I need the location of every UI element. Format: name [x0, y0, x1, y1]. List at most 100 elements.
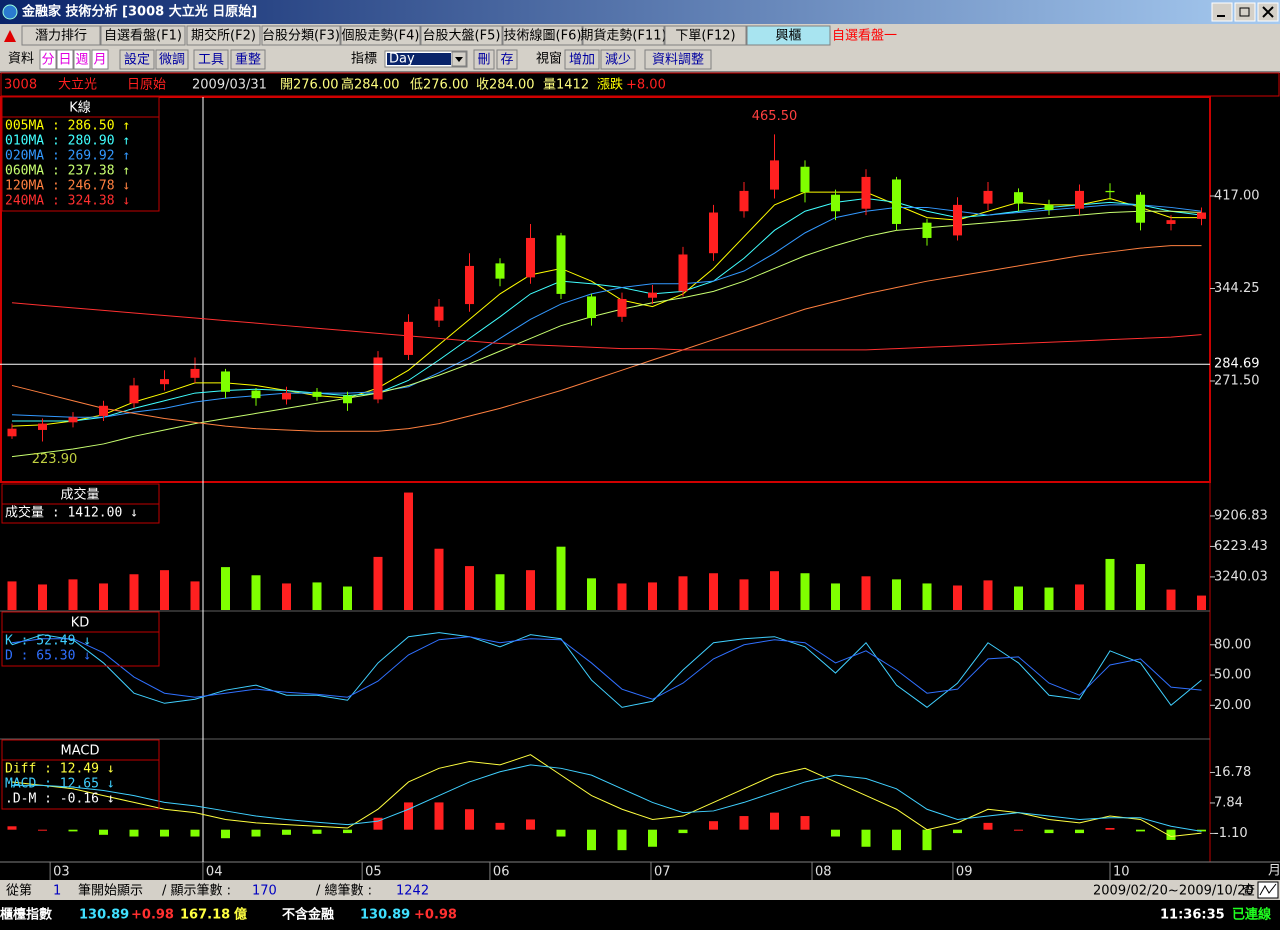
candle-body	[800, 166, 810, 193]
indicator-button[interactable]: 存	[500, 53, 513, 68]
quote-code: 3008	[4, 78, 37, 93]
restore-button[interactable]	[1234, 2, 1256, 22]
tool-button[interactable]: 重整	[235, 52, 261, 68]
legend-entry: MACD : 12.65 ↓	[5, 777, 115, 792]
tool-button[interactable]: 工具	[198, 53, 224, 68]
tab[interactable]: 技術線圖(F6)	[504, 28, 582, 44]
window-buttons[interactable]	[1211, 2, 1279, 22]
button[interactable]	[746, 25, 831, 46]
histogram-bar	[434, 802, 444, 830]
volume-bar	[129, 574, 139, 610]
volume-bar	[953, 585, 962, 610]
y-tick-label: 3240.03	[1214, 569, 1268, 584]
candle-body	[373, 357, 383, 400]
legend-entry: K : 52.49 ↓	[5, 634, 91, 649]
button[interactable]	[186, 25, 261, 46]
candle-body	[312, 391, 322, 397]
window-button[interactable]: 減少	[605, 52, 631, 68]
candle-body	[1197, 212, 1206, 219]
button[interactable]	[582, 25, 665, 46]
button[interactable]	[193, 49, 229, 70]
indicator-button[interactable]: 刪	[477, 53, 490, 68]
y-tick-label: 417.00	[1214, 188, 1260, 203]
status-query: 查	[1242, 884, 1255, 899]
histogram-bar	[709, 821, 718, 830]
tool-button[interactable]: 設定	[124, 52, 150, 68]
period-button[interactable]: 分	[41, 53, 54, 68]
adjust-button[interactable]: 資料調整	[652, 53, 704, 68]
candle-body	[1014, 192, 1023, 204]
ticker-connection: 已連線	[1232, 907, 1272, 923]
chart-icon[interactable]	[1257, 881, 1279, 899]
tab[interactable]: 自選看盤(F1)	[104, 28, 182, 44]
button[interactable]	[100, 25, 186, 46]
period-button[interactable]: 日	[58, 53, 71, 68]
ma-line	[11, 245, 1202, 432]
candle-body	[1044, 204, 1054, 210]
ticker-index: 130.89	[79, 908, 129, 923]
period-button[interactable]: 週	[75, 53, 88, 68]
button[interactable]	[340, 25, 421, 46]
button[interactable]	[420, 25, 503, 46]
histogram-bar	[587, 829, 596, 851]
candle-body	[526, 237, 535, 278]
tab[interactable]: 下單(F12)	[675, 29, 735, 44]
minimize-button[interactable]	[1211, 2, 1233, 22]
tab-extra[interactable]: 自選看盤一	[832, 28, 897, 44]
volume-bar	[739, 579, 749, 610]
volume-bar	[1075, 584, 1084, 610]
button[interactable]	[644, 49, 712, 70]
histogram-bar	[953, 829, 962, 834]
crosshair-label: 284.69	[1214, 357, 1260, 372]
button[interactable]	[119, 49, 155, 70]
volume-bar	[587, 578, 596, 610]
ma-line	[12, 198, 1202, 422]
button[interactable]	[473, 49, 495, 70]
button[interactable]	[502, 25, 583, 46]
histogram-bar	[1197, 829, 1206, 832]
button[interactable]	[261, 25, 341, 46]
status-shown: 170	[252, 884, 277, 899]
button[interactable]	[73, 49, 91, 70]
button[interactable]	[664, 25, 747, 46]
tab[interactable]: 個股走勢(F4)	[342, 29, 420, 44]
histogram-bar	[1136, 829, 1145, 832]
volume-bar	[251, 575, 261, 610]
tab[interactable]: 期交所(F2)	[191, 28, 256, 44]
button[interactable]	[230, 49, 266, 70]
button[interactable]	[564, 49, 600, 70]
tab[interactable]: 興櫃	[775, 29, 801, 44]
status-total: 1242	[396, 884, 429, 899]
candle-body	[38, 423, 47, 430]
volume-bar	[617, 583, 627, 610]
histogram-bar	[495, 822, 505, 830]
volume-bar	[770, 571, 779, 610]
menu-arrow[interactable]	[4, 30, 16, 42]
histogram-bar	[251, 829, 261, 837]
volume-bar	[1044, 587, 1054, 610]
button[interactable]	[91, 49, 109, 70]
volume-bar	[404, 492, 413, 610]
tab[interactable]: 台股大盤(F5)	[423, 29, 501, 44]
tool-button[interactable]: 微調	[159, 53, 185, 68]
tab[interactable]: 台股分類(F3)	[262, 29, 340, 44]
button[interactable]	[39, 49, 57, 70]
period-button[interactable]: 月	[93, 53, 106, 68]
button[interactable]	[21, 25, 101, 46]
button[interactable]	[496, 49, 518, 70]
y-tick-label: 20.00	[1214, 698, 1251, 713]
volume-bar	[7, 581, 17, 610]
candle-body	[770, 160, 779, 190]
button[interactable]	[155, 49, 189, 70]
separator	[0, 71, 1280, 73]
button[interactable]	[56, 49, 74, 70]
window-button[interactable]: 增加	[569, 53, 595, 68]
legend-entry: 成交量 : 1412.00 ↓	[5, 505, 138, 521]
legend-entry: 060MA : 237.38 ↑	[5, 164, 130, 179]
candle-body	[1166, 220, 1176, 224]
tab[interactable]: 潛力排行	[35, 29, 87, 44]
button[interactable]	[600, 49, 636, 70]
tab[interactable]: 期貨走勢(F11)	[580, 28, 666, 44]
ticker-unit: 億	[234, 907, 247, 923]
window-title: 金融家 技術分析 [3008 大立光 日原始]	[21, 4, 257, 20]
